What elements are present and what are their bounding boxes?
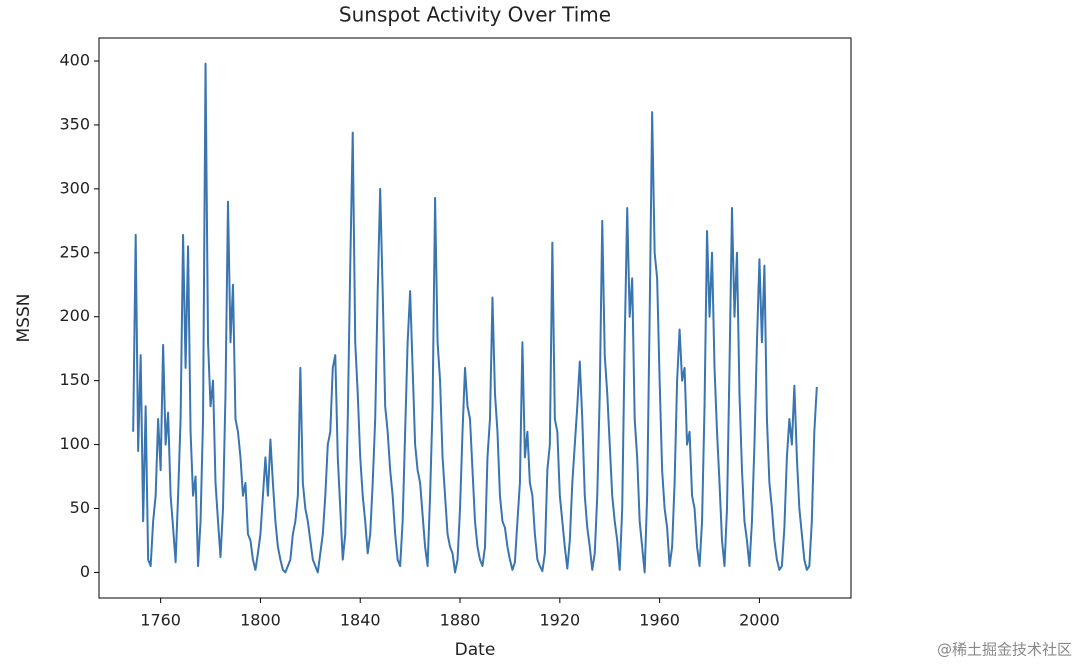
chart-title: Sunspot Activity Over Time — [339, 3, 611, 27]
x-tick-label: 1920 — [539, 611, 580, 630]
x-tick-label: 1840 — [340, 611, 381, 630]
y-tick-label: 300 — [59, 178, 90, 197]
x-tick-label: 1960 — [639, 611, 680, 630]
y-tick-label: 100 — [59, 434, 90, 453]
watermark: @稀土掘金技术社区 — [937, 641, 1072, 659]
y-tick-label: 250 — [59, 242, 90, 261]
y-tick-label: 0 — [80, 562, 90, 581]
x-axis-label: Date — [455, 640, 496, 660]
x-tick-label: 1800 — [240, 611, 281, 630]
y-tick-label: 400 — [59, 51, 90, 70]
plot-frame — [98, 37, 852, 599]
x-tick-label: 1760 — [140, 611, 181, 630]
data-line — [132, 62, 818, 574]
y-tick-label: 150 — [59, 370, 90, 389]
x-tick-label: 2000 — [739, 611, 780, 630]
y-tick-label: 200 — [59, 306, 90, 325]
y-tick-label: 50 — [70, 498, 90, 517]
y-axis-label: MSSN — [14, 294, 34, 343]
y-tick-label: 350 — [59, 114, 90, 133]
x-tick-label: 1880 — [440, 611, 481, 630]
